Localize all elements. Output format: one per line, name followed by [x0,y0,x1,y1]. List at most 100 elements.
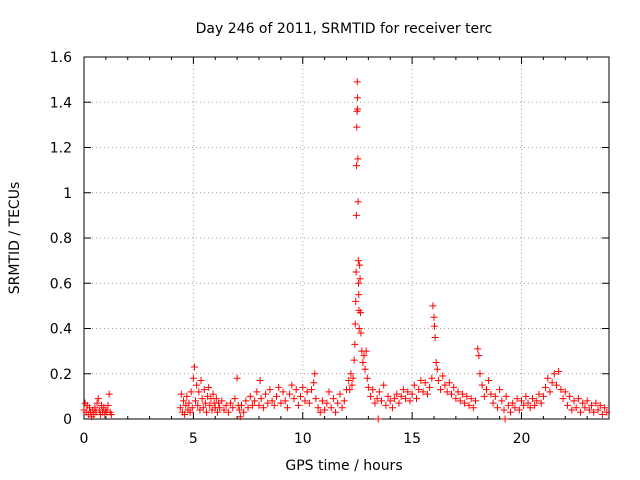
data-point [518,397,525,405]
data-point [292,386,300,394]
data-point [94,395,102,403]
data-point [347,370,355,378]
data-point [183,392,191,400]
data-point [553,381,560,389]
data-point [299,383,307,391]
data-point [590,408,598,416]
data-point [192,397,200,405]
data-point [380,381,388,389]
data-point [268,397,276,405]
data-point [410,381,418,389]
chart-title: Day 246 of 2011, SRMTID for receiver ter… [196,21,493,37]
data-point [382,401,390,409]
data-point [305,399,313,407]
data-point [303,388,311,396]
y-tick-label: 1.6 [50,50,72,66]
data-point [325,388,333,396]
data-point [329,395,337,403]
data-point [371,399,379,407]
data-point [445,379,453,387]
data-point [574,395,582,403]
x-tick-label: 5 [189,431,198,447]
data-point [501,415,509,423]
data-point [246,392,254,400]
data-point [253,388,261,396]
data-point [279,388,287,396]
data-point [596,401,604,409]
data-point [104,401,112,409]
data-point [353,94,361,102]
data-point [603,408,611,416]
data-point [262,390,270,398]
data-point [478,381,486,389]
y-axis-label: SRMTID / TECUs [7,182,23,295]
data-point [270,401,278,409]
data-point [544,374,552,382]
data-point [406,397,414,405]
data-point [197,377,205,385]
data-point [533,397,541,405]
data-point [354,105,362,113]
data-point [273,392,280,400]
data-point [188,404,196,412]
data-point [321,406,329,414]
data-point [220,406,228,414]
y-tick-label: 0 [63,412,72,428]
data-point [428,374,436,382]
data-point [524,399,532,407]
data-point [509,399,517,407]
data-point [472,397,480,405]
data-point [437,386,445,394]
x-tick-label: 20 [513,431,531,447]
data-point [592,399,600,407]
data-point [522,392,530,400]
data-point [426,383,434,391]
data-point [266,386,274,394]
data-point [180,397,188,405]
plot-frame [83,56,610,420]
x-tick-label: 10 [294,431,312,447]
data-point [367,392,375,400]
data-point [585,406,593,414]
data-point [355,279,363,287]
data-point [388,404,396,412]
data-point [346,386,354,394]
data-point [334,399,342,407]
data-point [213,408,221,416]
data-point [190,363,198,371]
data-point [176,404,184,412]
data-point [218,397,226,405]
data-point [393,390,401,398]
data-point [355,325,363,332]
data-point [248,401,256,409]
data-point [350,356,358,364]
data-point [476,370,484,378]
data-point [240,408,248,416]
data-point [528,395,536,403]
data-point [353,162,361,170]
data-point [212,395,220,403]
data-point [288,381,296,389]
data-point [357,329,365,337]
data-point [186,408,194,416]
data-point [430,313,438,321]
data-point [566,392,574,400]
data-point [227,399,235,407]
data-point [572,404,580,412]
data-point [205,383,213,391]
data-point [402,395,410,403]
data-point [93,399,101,407]
data-point [311,370,319,378]
data-point [430,322,438,330]
data-point [352,268,360,276]
y-tick-label: 0.2 [50,367,72,383]
data-point [443,388,451,396]
data-point [338,404,346,412]
data-point [568,406,576,414]
data-point [231,395,239,403]
grid [84,57,609,419]
data-point [531,401,539,409]
data-point [467,395,475,403]
data-point [357,309,364,317]
